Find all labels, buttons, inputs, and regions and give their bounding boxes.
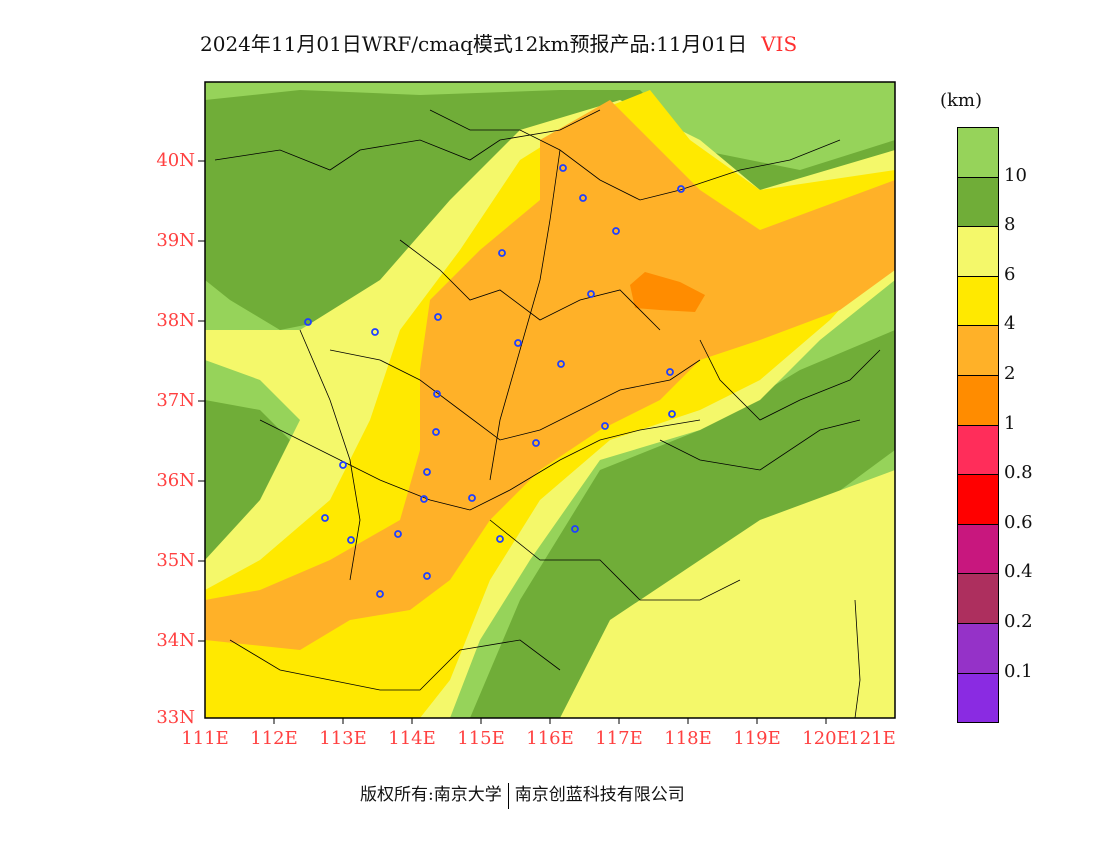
colorbar-swatch (958, 425, 998, 476)
colorbar-label: 4 (1004, 313, 1016, 335)
colorbar-swatch (958, 128, 998, 178)
map-ticks (198, 160, 827, 724)
colorbar-label: 10 (1004, 164, 1027, 186)
title-text: 2024年11月01日WRF/cmaq模式12km预报产品:11月01日 (200, 32, 748, 56)
lon-label: 112E (250, 728, 298, 749)
lat-label: 40N (156, 150, 195, 171)
lat-label: 36N (156, 470, 195, 491)
lat-label: 38N (156, 310, 195, 331)
copyright-company: 南京创蓝科技有限公司 (514, 785, 685, 805)
lon-label: 119E (733, 728, 781, 749)
lat-label: 34N (156, 630, 195, 651)
region-vis-1-2 (630, 272, 705, 312)
region-vis-8-10-se (470, 330, 895, 718)
lon-label: 117E (595, 728, 643, 749)
lon-label: 121E (848, 728, 896, 749)
lon-label: 116E (526, 728, 574, 749)
colorbar-swatch (958, 623, 998, 674)
colorbar (957, 127, 999, 724)
colorbar-swatch (958, 375, 998, 426)
colorbar-label: 0.1 (1004, 660, 1033, 682)
colorbar-label: 2 (1004, 363, 1016, 384)
colorbar-swatch (958, 475, 998, 525)
colorbar-label: 0.6 (1004, 511, 1033, 533)
region-vis-8-10 (205, 90, 895, 330)
lat-label: 39N (156, 230, 195, 251)
variable-label: VIS (761, 32, 798, 56)
map-title: 2024年11月01日WRF/cmaq模式12km预报产品:11月01日 VIS (200, 28, 797, 57)
copyright-footer: 版权所有:南京大学 南京创蓝科技有限公司 (360, 780, 685, 809)
colorbar-label: 1 (1004, 412, 1016, 434)
lon-label: 114E (388, 728, 436, 749)
city-markers (304, 164, 685, 598)
colorbar-swatch (958, 524, 998, 575)
lon-label: 120E (802, 728, 850, 749)
colorbar-swatch (958, 276, 998, 327)
colorbar-unit: (km) (940, 90, 983, 111)
lat-label: 35N (156, 550, 195, 571)
lon-label: 115E (457, 728, 505, 749)
region-vis-2-4 (205, 100, 895, 650)
lon-label: 118E (664, 728, 712, 749)
colorbar-swatch (958, 326, 998, 376)
footer-divider (507, 782, 509, 809)
colorbar-swatch (958, 574, 998, 624)
colorbar-label: 0.8 (1004, 462, 1033, 484)
colorbar-swatch (958, 177, 998, 228)
colorbar-label: 8 (1004, 214, 1016, 236)
colorbar-label: 0.4 (1004, 561, 1033, 583)
admin-boundaries (214, 109, 881, 718)
lat-label: 37N (156, 390, 195, 411)
copyright-owner: 版权所有:南京大学 (360, 785, 502, 805)
lat-label: 33N (156, 707, 195, 728)
lon-label: 113E (319, 728, 367, 749)
colorbar-swatch (958, 673, 998, 723)
lon-label: 111E (181, 728, 229, 749)
colorbar-swatch (958, 227, 998, 277)
region-vis-6-8-sw (560, 470, 895, 718)
colorbar-label: 6 (1004, 263, 1016, 285)
colorbar-label: 0.2 (1004, 611, 1033, 632)
